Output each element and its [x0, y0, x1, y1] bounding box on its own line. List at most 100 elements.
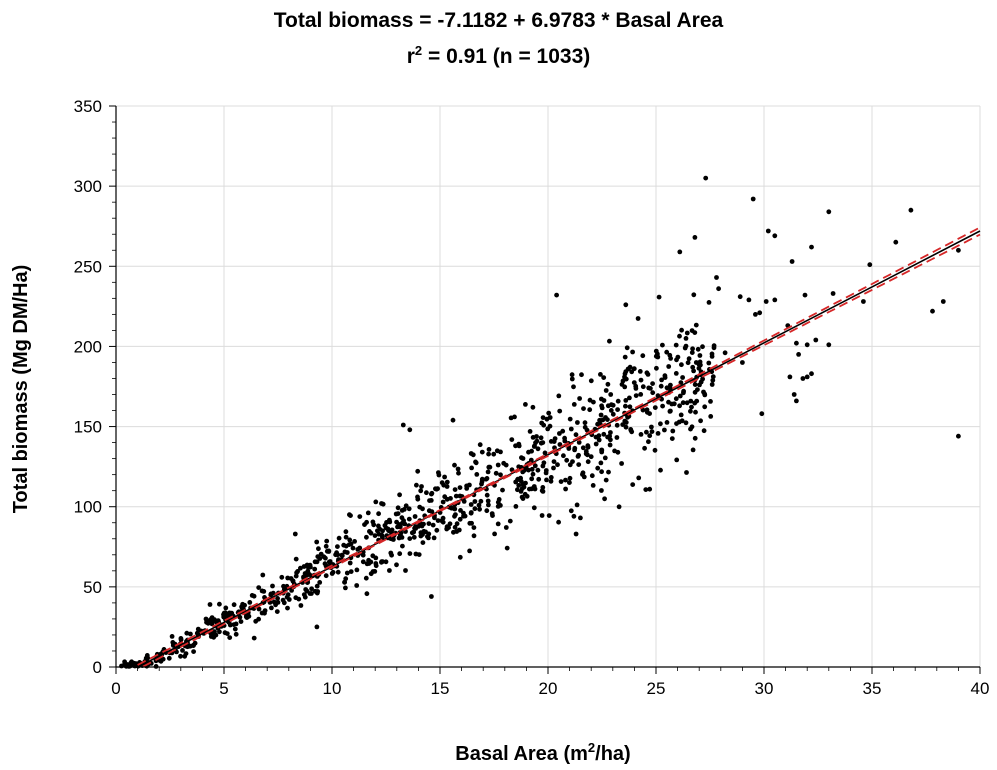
- data-point: [403, 568, 408, 573]
- data-point: [809, 371, 814, 377]
- data-point: [471, 533, 477, 539]
- data-point: [515, 477, 520, 483]
- data-point: [599, 488, 604, 493]
- data-point: [551, 439, 557, 444]
- data-point: [227, 622, 233, 628]
- data-point: [347, 537, 353, 543]
- data-point: [440, 499, 446, 505]
- data-point: [516, 483, 522, 488]
- data-point: [364, 591, 370, 597]
- data-point: [655, 431, 661, 436]
- data-point: [485, 469, 491, 475]
- data-point: [399, 520, 405, 526]
- data-point: [457, 516, 463, 522]
- data-point: [339, 553, 345, 559]
- data-point: [520, 496, 526, 501]
- data-point: [602, 455, 608, 461]
- title-r-superscript: 2: [414, 43, 423, 58]
- data-point: [599, 396, 604, 402]
- data-point: [636, 475, 642, 481]
- data-point: [501, 460, 507, 466]
- confidence-band-upper: [137, 226, 981, 666]
- data-point: [660, 342, 665, 348]
- data-point: [285, 605, 290, 611]
- data-point: [479, 449, 485, 455]
- data-point: [695, 346, 701, 352]
- data-point: [370, 569, 376, 574]
- data-point: [683, 420, 689, 426]
- data-point: [789, 259, 795, 264]
- data-point: [709, 382, 715, 387]
- data-point: [450, 417, 456, 423]
- data-point: [631, 380, 637, 385]
- data-point: [444, 496, 450, 502]
- data-point: [610, 402, 616, 408]
- data-point: [495, 521, 501, 527]
- data-point: [418, 488, 424, 494]
- data-point: [321, 554, 327, 560]
- data-point: [693, 409, 698, 415]
- data-point: [429, 490, 435, 496]
- data-point: [708, 414, 714, 419]
- data-point: [608, 408, 614, 413]
- data-point: [697, 353, 703, 358]
- data-point: [376, 511, 381, 517]
- data-point: [485, 498, 491, 504]
- x-tick-label: 25: [647, 679, 666, 698]
- data-point: [363, 575, 369, 581]
- data-point: [515, 487, 520, 493]
- data-point: [302, 594, 308, 600]
- data-point: [607, 338, 612, 344]
- data-point: [638, 392, 644, 397]
- data-point: [357, 514, 363, 519]
- x-tick-label: 40: [971, 679, 990, 698]
- data-point: [471, 525, 477, 530]
- data-point: [335, 544, 340, 549]
- data-point: [498, 472, 503, 478]
- data-point: [596, 437, 602, 443]
- data-point: [595, 465, 601, 471]
- data-point: [630, 482, 636, 487]
- data-point: [400, 543, 405, 549]
- data-point: [676, 419, 682, 425]
- data-point: [292, 531, 298, 537]
- data-point: [568, 426, 574, 432]
- data-point: [209, 620, 215, 626]
- data-point: [281, 583, 286, 589]
- data-point: [341, 542, 347, 548]
- data-point: [659, 377, 664, 383]
- data-point: [673, 342, 679, 348]
- data-point: [800, 376, 806, 381]
- data-point: [614, 422, 620, 428]
- title-stats: = 0.91 (n = 1033): [422, 45, 591, 68]
- data-point: [573, 432, 579, 438]
- data-point: [623, 376, 629, 382]
- data-point: [275, 600, 281, 605]
- data-point: [532, 443, 537, 449]
- data-point: [599, 447, 604, 453]
- data-point: [763, 299, 769, 304]
- data-point: [211, 634, 217, 640]
- data-point: [562, 438, 568, 444]
- data-point: [710, 374, 716, 380]
- data-point: [930, 308, 935, 314]
- data-point: [615, 398, 621, 404]
- data-point: [400, 422, 406, 428]
- data-point: [415, 468, 421, 474]
- data-point: [600, 417, 606, 423]
- data-point: [275, 596, 280, 601]
- data-point: [516, 464, 522, 470]
- data-point: [577, 396, 582, 401]
- data-point: [260, 572, 266, 578]
- data-point: [649, 424, 654, 430]
- data-point: [716, 286, 721, 292]
- data-point: [557, 408, 563, 414]
- data-point: [330, 569, 336, 575]
- data-point: [495, 504, 501, 509]
- data-point: [658, 467, 663, 473]
- data-point: [605, 403, 611, 409]
- data-point: [166, 655, 172, 661]
- data-point: [692, 382, 698, 387]
- data-point: [681, 388, 686, 394]
- data-point: [571, 402, 577, 407]
